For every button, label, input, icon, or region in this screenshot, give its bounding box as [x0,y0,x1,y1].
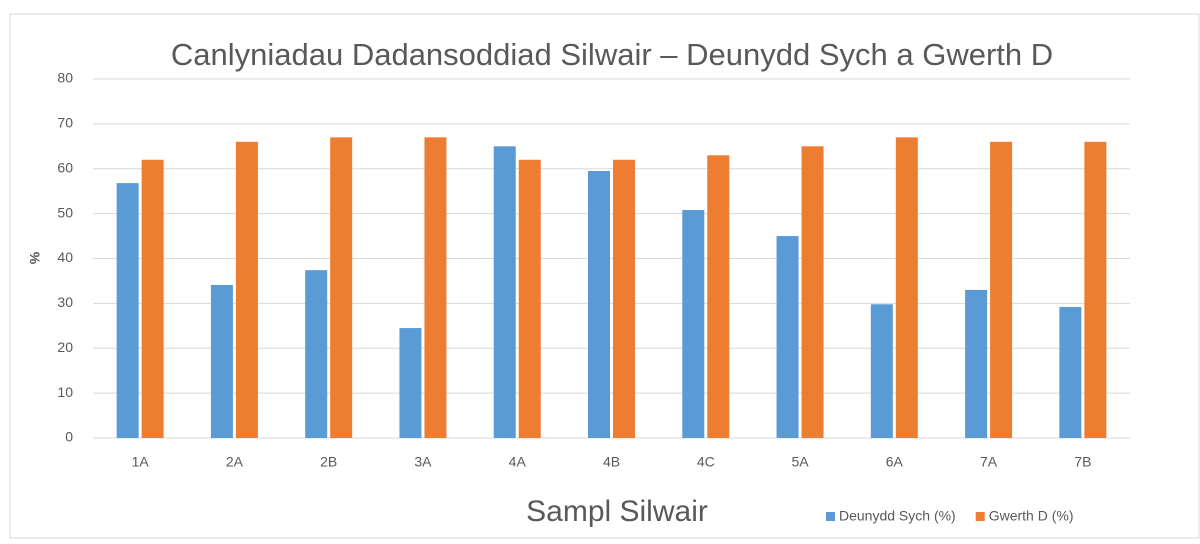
bar [399,328,422,438]
y-tick-label: 50 [57,204,73,220]
legend-label: Gwerth D (%) [989,508,1074,524]
bar [330,137,353,438]
bar [965,289,988,438]
bar [424,137,447,438]
legend-swatch [975,512,985,521]
bar [870,304,893,438]
y-tick-label: 20 [57,339,73,355]
bar [235,141,258,438]
bar [588,170,610,438]
x-tick-label: 4A [509,454,527,470]
x-tick-label: 3A [414,454,432,470]
x-axis-title: Sampl Silwair [526,495,708,528]
y-axis-title: % [27,251,43,264]
bar [990,141,1013,438]
y-tick-label: 60 [57,159,73,175]
chart-title: Canlyniadau Dadansoddiad Silwair – Deuny… [171,37,1053,72]
x-tick-label: 4C [697,454,715,470]
bar [518,159,541,438]
x-tick-label: 1A [132,454,150,470]
y-tick-label: 30 [57,294,73,310]
bar [1059,306,1082,438]
y-tick-label: 40 [57,249,73,265]
bar [613,159,635,438]
bar [776,236,799,438]
bar [116,183,139,438]
bar [707,155,730,438]
x-tick-label: 5A [791,454,809,470]
x-tick-label: 2B [320,454,337,470]
y-tick-label: 0 [65,429,73,445]
bar [210,284,233,438]
legend-label: Deunydd Sych (%) [839,508,956,524]
x-tick-label: 7B [1074,454,1091,470]
bar [895,137,918,438]
chart-frame [9,13,1200,539]
x-tick-label: 7A [980,454,998,470]
x-tick-label: 2A [226,454,244,470]
y-tick-label: 10 [57,384,73,400]
bar [305,270,328,438]
bar [141,159,164,438]
bar [801,146,824,438]
legend-swatch [826,512,835,521]
bar [682,210,705,438]
x-tick-label: 4B [603,454,620,470]
y-tick-label: 70 [57,115,73,131]
bar [493,146,516,438]
y-tick-label: 80 [57,70,73,86]
x-tick-label: 6A [886,454,904,470]
bar [1084,141,1107,438]
